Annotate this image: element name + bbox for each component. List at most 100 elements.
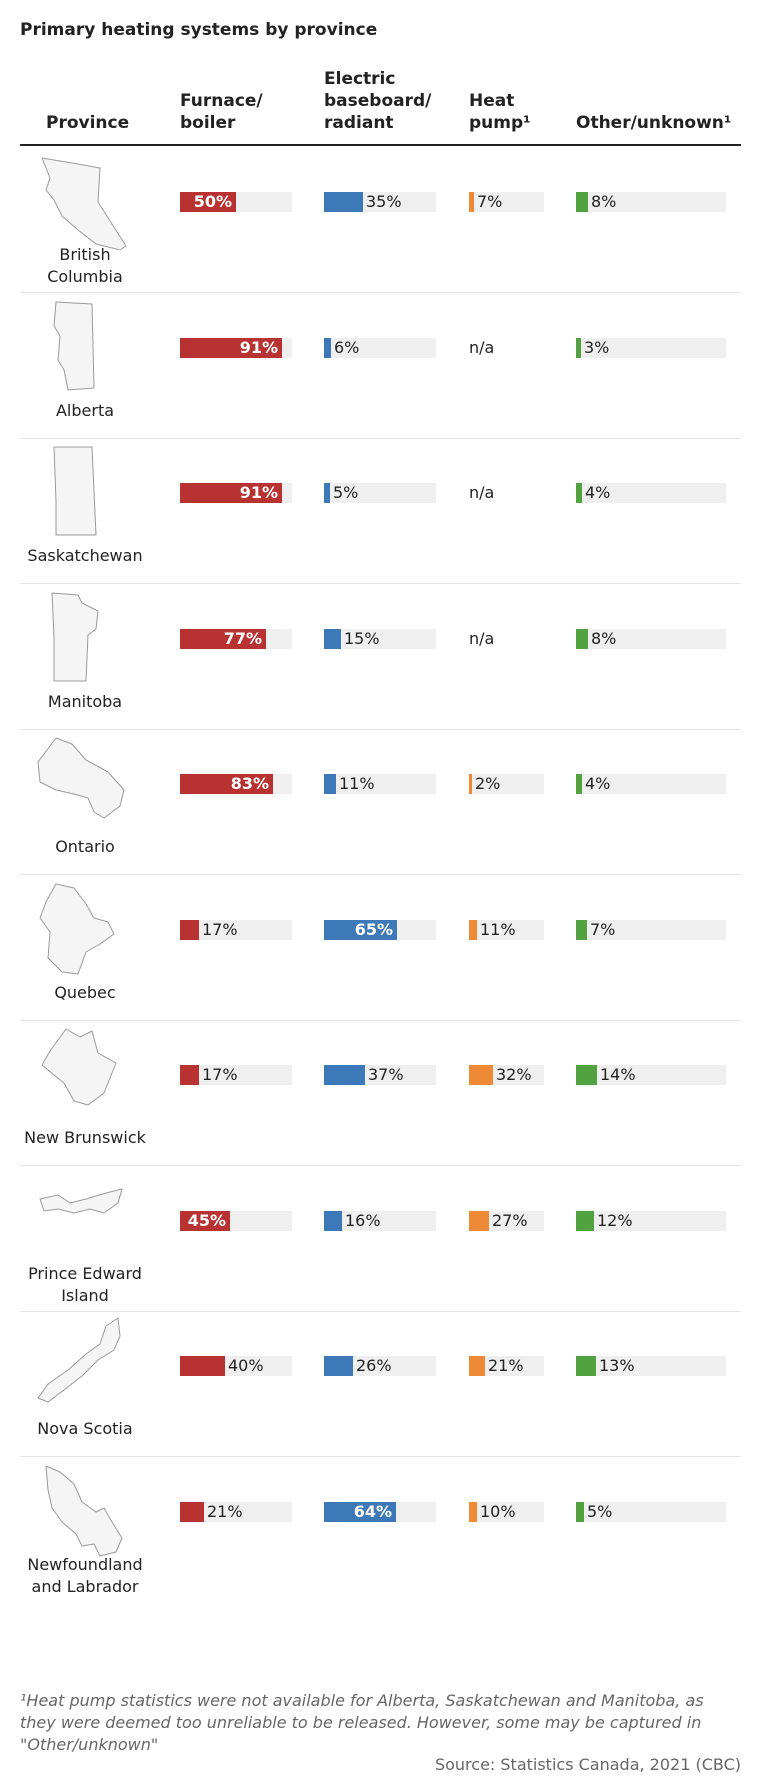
electric-track: 35% (324, 192, 436, 212)
province-row: New Brunswick 17% 37% 32% 14% (20, 1021, 741, 1166)
electric-track: 26% (324, 1356, 436, 1376)
furnace-bar (180, 919, 199, 940)
furnace-track: 17% (180, 1065, 292, 1085)
province-row: Newfoundland and Labrador 21% 64% 10% 5% (20, 1458, 741, 1603)
heatpump-track: 21% (469, 1356, 544, 1376)
heatpump-track: 2% (469, 774, 544, 794)
row-divider (20, 437, 741, 439)
other-value-label: 5% (587, 1501, 613, 1521)
province-map-icon (39, 1188, 123, 1213)
province-outline (39, 883, 115, 974)
furnace-track: 17% (180, 919, 292, 940)
province-row: Alberta 91% 6% n/a 3% (20, 294, 741, 439)
heatpump-value-label: 21% (488, 1356, 524, 1375)
electric-bar (324, 1065, 365, 1085)
province-outline (41, 1028, 117, 1106)
province-name: Ontario (55, 837, 115, 856)
electric-bar (324, 1356, 353, 1376)
electric-track: 11% (324, 774, 436, 794)
province-map-icon (53, 301, 95, 390)
electric-bar (324, 919, 397, 940)
province-map-icon (37, 737, 125, 819)
row-divider (20, 1310, 741, 1312)
header-rule (20, 144, 741, 146)
footnote: ¹Heat pump statistics were not available… (20, 1691, 704, 1754)
other-track: 8% (576, 628, 726, 649)
other-bar (576, 192, 588, 212)
electric-bar (324, 1210, 342, 1231)
province-row: British Columbia 50% 35% 7% 8% (20, 148, 741, 293)
row-divider (20, 1019, 741, 1021)
heatpump-na-label: n/a (469, 337, 495, 357)
other-value-label: 8% (591, 192, 617, 211)
other-value-label: 8% (591, 628, 617, 648)
row-divider (20, 292, 741, 293)
province-map-icon (39, 883, 115, 974)
other-track: 8% (576, 192, 726, 212)
furnace-value-label: 91% (239, 483, 278, 502)
province-row: Saskatchewan 91% 5% n/a 4% (20, 439, 741, 584)
other-value-label: 14% (600, 1065, 636, 1084)
furnace-bar (180, 774, 273, 794)
electric-value-label: 65% (354, 919, 393, 939)
heatpump-value-label: 10% (480, 1501, 516, 1521)
source-credit: Source: Statistics Canada, 2021 (CBC) (434, 1755, 741, 1774)
electric-value-label: 6% (334, 337, 360, 357)
electric-track: 5% (324, 483, 436, 503)
furnace-value-label: 83% (230, 774, 269, 793)
other-track: 3% (576, 337, 726, 358)
electric-bar (324, 628, 341, 649)
other-bar (576, 483, 582, 503)
province-row: Nova Scotia 40% 26% 21% 13% (20, 1312, 741, 1457)
province-outline (53, 301, 95, 390)
other-track: 4% (576, 774, 726, 794)
furnace-bar (180, 192, 236, 212)
province-outline (51, 592, 99, 681)
header-heatpump: Heat pump¹ (469, 91, 531, 133)
other-value-label: 4% (585, 483, 611, 502)
province-name: Nova Scotia (37, 1419, 133, 1438)
province-outline (37, 1317, 121, 1403)
other-bar (576, 1065, 597, 1085)
heatpump-na-label: n/a (469, 483, 495, 502)
province-map-icon (41, 157, 127, 250)
heatpump-value-label: 27% (492, 1210, 528, 1230)
heatpump-track: 11% (469, 919, 544, 940)
electric-value-label: 16% (345, 1210, 381, 1230)
electric-value-label: 64% (353, 1501, 392, 1521)
province-row: Prince Edward Island 45% 16% 27% 12% (20, 1167, 741, 1312)
heatpump-track: 10% (469, 1501, 544, 1522)
province-map-icon (53, 446, 97, 536)
header-furnace: Furnace/ boiler (180, 91, 263, 133)
electric-bar (324, 483, 330, 503)
province-map-icon (37, 1317, 121, 1403)
province-name: New Brunswick (24, 1128, 146, 1147)
electric-bar (324, 337, 331, 358)
heatpump-bar (469, 1065, 493, 1085)
province-name: Quebec (54, 982, 116, 1002)
electric-value-label: 26% (356, 1356, 392, 1375)
furnace-value-label: 91% (239, 337, 278, 357)
other-track: 5% (576, 1501, 726, 1522)
furnace-value-label: 17% (202, 919, 238, 939)
province-name: Manitoba (47, 691, 123, 711)
heatpump-value-label: 7% (477, 192, 503, 211)
other-bar (576, 919, 587, 940)
furnace-track: 40% (180, 1356, 292, 1376)
heatpump-value-label: 32% (496, 1065, 532, 1084)
other-track: 4% (576, 483, 726, 503)
electric-value-label: 5% (333, 483, 359, 502)
furnace-bar (180, 628, 266, 649)
other-value-label: 4% (585, 774, 611, 793)
heatpump-track: 32% (469, 1065, 544, 1085)
heatpump-bar (469, 919, 477, 940)
electric-bar (324, 1501, 396, 1522)
electric-value-label: 11% (339, 774, 375, 793)
province-row: Ontario 83% 11% 2% 4% (20, 730, 741, 875)
province-map-icon (45, 1465, 123, 1556)
province-outline (45, 1465, 123, 1556)
province-outline (41, 157, 127, 250)
province-name: Alberta (55, 400, 115, 420)
furnace-track: 50% (180, 192, 292, 212)
other-track: 12% (576, 1210, 726, 1231)
